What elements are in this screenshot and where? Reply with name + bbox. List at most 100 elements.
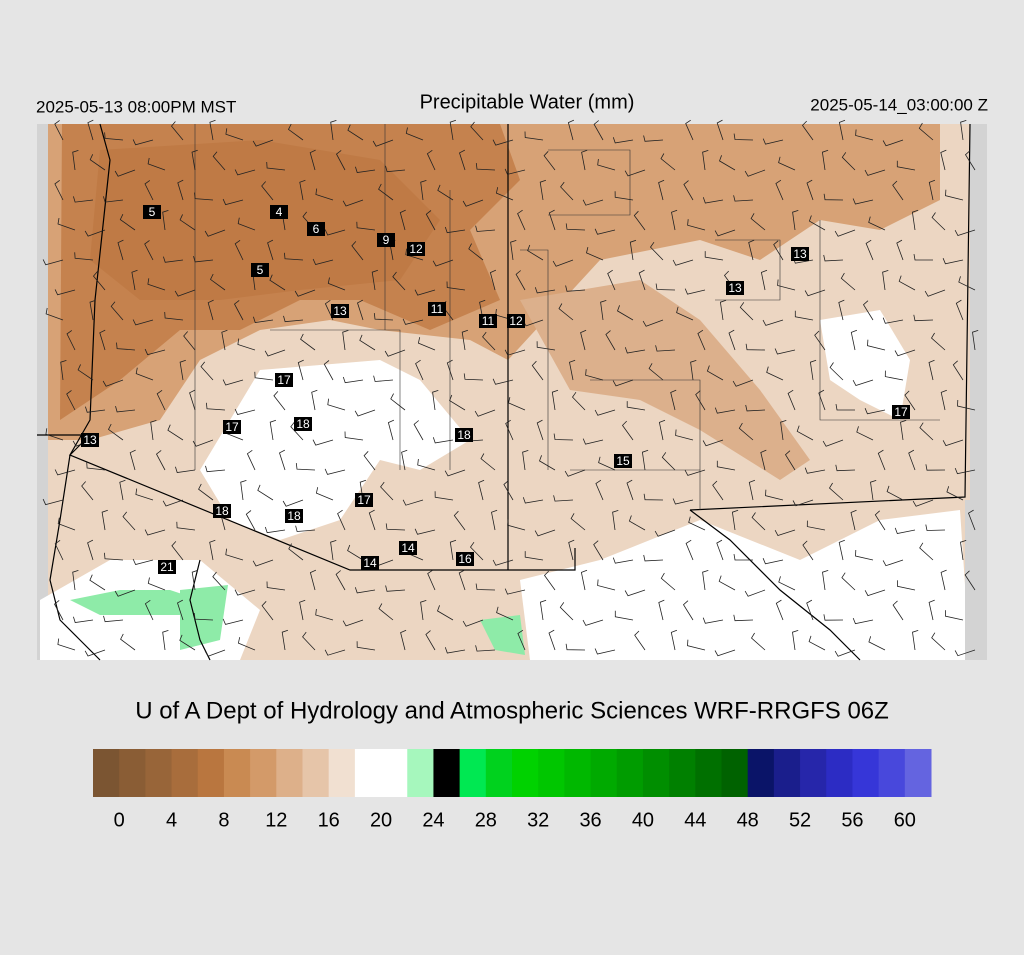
wind-barb: [57, 218, 76, 231]
wind-barb: [919, 542, 934, 561]
wind-barb: [565, 223, 586, 231]
colorbar-tick-label: 24: [422, 809, 444, 831]
wind-barb: [931, 632, 946, 651]
wind-barb: [327, 277, 346, 291]
wind-barb: [823, 254, 844, 262]
wind-barb: [257, 484, 274, 501]
colorbar-swatch: [485, 749, 513, 797]
wind-barb: [478, 479, 485, 501]
wind-barb: [491, 509, 498, 531]
wind-barb: [634, 630, 646, 651]
wind-barb: [254, 371, 274, 381]
wind-barb: [702, 570, 709, 591]
station-box: [377, 233, 395, 247]
station-value: 11: [482, 314, 495, 328]
county-line: [819, 220, 940, 421]
colorbar-swatch: [276, 749, 303, 797]
wind-barb: [92, 271, 106, 291]
wind-barb: [170, 121, 184, 141]
wind-barb: [672, 259, 694, 266]
wind-barb: [568, 539, 575, 561]
wind-barb: [629, 239, 637, 261]
map: 5 4 6 9 12 5 13 11 11 12 13 13 17 18 17 18 13 17 15 17 18 18 1…: [37, 119, 987, 661]
station-box: [285, 509, 303, 523]
wind-barb: [714, 649, 736, 657]
wind-barb: [733, 554, 753, 561]
station-box: [892, 405, 910, 419]
station-value: 9: [383, 233, 390, 247]
wind-barb: [434, 491, 454, 501]
wind-barb: [600, 300, 607, 321]
wind-barb: [954, 649, 976, 657]
wind-barb: [42, 259, 64, 266]
wind-barb: [898, 275, 916, 291]
wind-barb: [683, 180, 694, 201]
station-value: 21: [160, 560, 174, 574]
wind-barb: [918, 122, 934, 141]
wind-barb: [594, 409, 616, 416]
wind-barb: [474, 409, 496, 417]
colorbar-tick-label: 36: [579, 809, 601, 831]
wind-barb: [777, 279, 796, 291]
wind-barb: [504, 168, 526, 175]
wind-barb: [459, 149, 466, 171]
wind-barb: [505, 419, 514, 441]
wind-barb: [658, 179, 665, 201]
wind-barb: [581, 149, 588, 171]
wind-barb: [806, 179, 814, 201]
station-box: [399, 541, 417, 555]
wind-barb: [204, 649, 226, 657]
wind-barb: [643, 135, 664, 142]
wind-barb: [283, 315, 304, 323]
wind-barb: [968, 509, 976, 531]
wind-barb: [553, 495, 574, 502]
wind-barb: [449, 539, 457, 561]
wind-barb: [234, 408, 256, 415]
wind-barb: [234, 169, 256, 176]
wind-barb: [882, 139, 904, 147]
wind-barb: [87, 539, 94, 561]
wind-barb: [281, 629, 289, 651]
colorbar-swatch: [459, 749, 487, 797]
wind-barb: [234, 589, 256, 596]
wind-barb: [330, 540, 337, 561]
wind-barb: [446, 281, 466, 291]
wind-barb: [957, 399, 976, 411]
wind-barb: [702, 617, 724, 624]
wind-barb: [670, 389, 677, 411]
wind-barb: [531, 360, 544, 381]
wind-barb: [856, 426, 874, 441]
wind-barb: [57, 638, 76, 651]
wind-barb: [762, 558, 784, 565]
station-box: [307, 222, 325, 236]
wind-barb: [911, 209, 919, 231]
wind-barb: [643, 493, 664, 501]
wind-barb: [351, 241, 364, 261]
colorbar-swatch: [433, 749, 461, 797]
wind-barb: [593, 120, 604, 141]
wind-barb: [928, 179, 936, 201]
wind-barb: [309, 149, 316, 171]
wind-barb: [658, 599, 665, 621]
wind-barb: [738, 422, 754, 441]
wind-barb: [896, 239, 904, 261]
wind-barb: [834, 649, 856, 657]
border: [689, 509, 861, 661]
wind-barb: [206, 402, 226, 411]
wind-barb: [99, 329, 106, 351]
wind-barb: [189, 389, 196, 411]
wind-barb: [672, 498, 694, 505]
wind-barb: [534, 529, 556, 537]
wind-barb: [492, 139, 514, 146]
wind-barb: [593, 540, 604, 561]
wind-barb: [913, 254, 933, 261]
wind-barb: [675, 429, 694, 441]
wind-barb: [60, 360, 67, 381]
wind-barb: [565, 643, 586, 651]
wind-barb: [269, 419, 277, 441]
wind-barb: [597, 579, 616, 591]
wind-barb: [54, 469, 76, 476]
wind-barb: [104, 552, 124, 561]
wind-barb: [582, 438, 604, 445]
wind-barb: [400, 629, 407, 651]
